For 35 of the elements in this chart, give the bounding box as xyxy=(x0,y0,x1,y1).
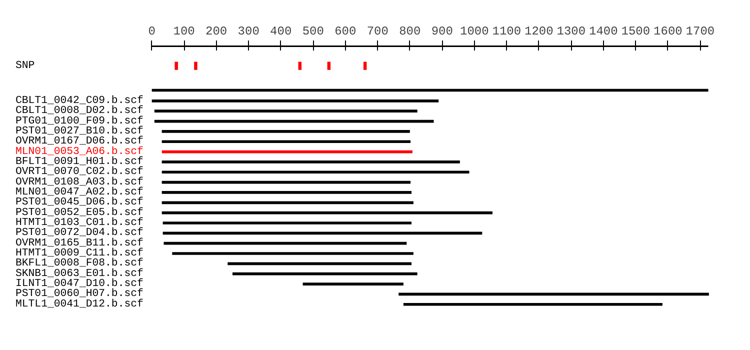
bar xyxy=(154,110,418,113)
x-tick-label: 600 xyxy=(334,24,356,38)
bar xyxy=(232,272,418,276)
bar xyxy=(162,232,482,235)
x-tick-label: 100 xyxy=(173,24,195,38)
bar xyxy=(162,130,410,133)
bar xyxy=(403,302,662,306)
x-tick-label: 1000 xyxy=(460,24,489,38)
x-tick-label: 800 xyxy=(399,24,421,38)
y-tick-label: SNP xyxy=(16,60,35,72)
x-tick-label: 300 xyxy=(238,24,260,38)
bar xyxy=(152,100,439,102)
bar xyxy=(162,201,414,204)
bar xyxy=(162,160,460,164)
x-tick-label: 1400 xyxy=(589,24,618,38)
bar xyxy=(162,222,412,224)
x-tick-label: 1200 xyxy=(524,24,554,38)
bar xyxy=(164,242,407,245)
bar xyxy=(162,140,411,144)
bar xyxy=(162,191,412,194)
x-tick-label: 1700 xyxy=(686,24,715,38)
x-tick-label: 700 xyxy=(366,24,388,38)
x-tick-label: 1100 xyxy=(492,24,522,38)
x-tick-label: 0 xyxy=(148,24,156,38)
bar xyxy=(302,282,404,286)
x-tick-label: 1500 xyxy=(621,24,650,38)
y-tick-label: MLTL1_0041_D12.b.scf xyxy=(16,298,144,310)
bar xyxy=(172,252,414,255)
x-tick-label: 1300 xyxy=(556,24,586,38)
x-tick-label: 500 xyxy=(302,24,324,38)
x-tick-label: 1600 xyxy=(654,24,682,38)
x-tick-label: 400 xyxy=(270,24,292,38)
bar xyxy=(162,170,470,174)
x-tick-label: 900 xyxy=(431,24,453,38)
x-tick-label: 200 xyxy=(206,24,228,38)
